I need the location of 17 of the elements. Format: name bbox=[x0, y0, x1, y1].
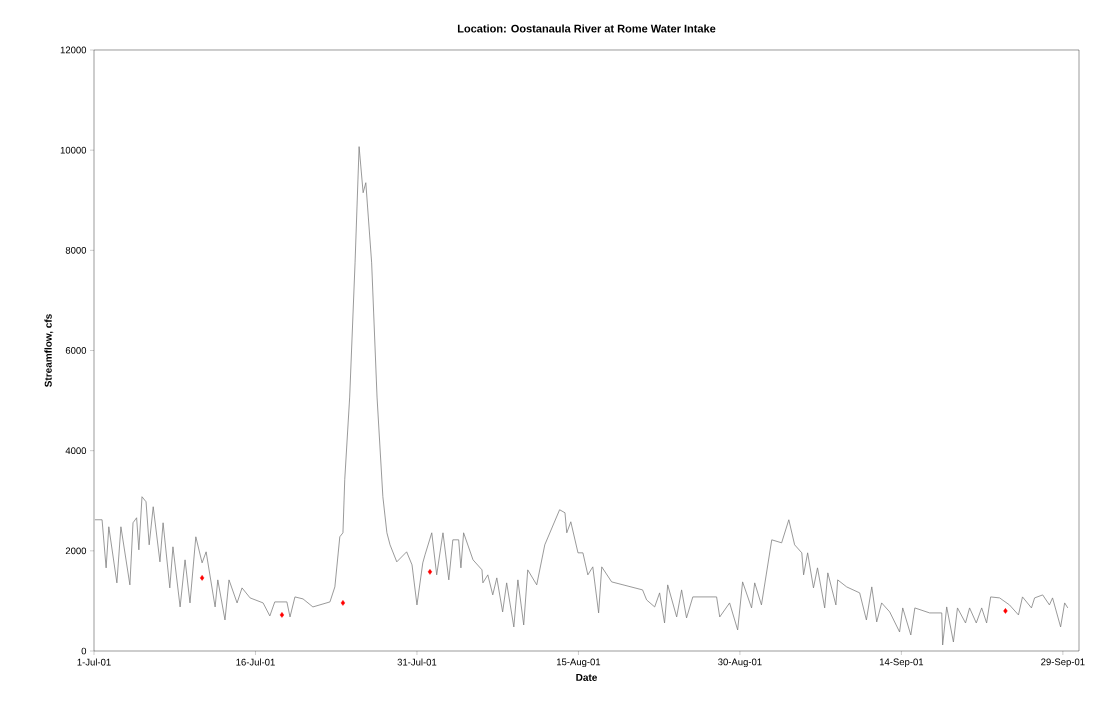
y-tick-label: 4000 bbox=[65, 447, 87, 455]
x-tick-label: 16-Jul-01 bbox=[236, 658, 275, 666]
x-tick-label: 15-Aug-01 bbox=[556, 658, 601, 668]
x-tick-label: 1-Jul-01 bbox=[77, 658, 111, 666]
x-tick-label: 31-Jul-01 bbox=[397, 658, 437, 666]
x-tick-label: 30-Aug-01 bbox=[718, 658, 762, 668]
y-tick-label: 0 bbox=[81, 647, 87, 655]
x-tick-label: 14-Sep-01 bbox=[879, 658, 924, 668]
y-tick-label: 2000 bbox=[65, 547, 87, 555]
chart-title: Location: Oostanaula River at Rome Water Intake bbox=[457, 24, 716, 33]
y-axis-title: Streamflow, cfs bbox=[44, 314, 54, 387]
y-tick-label: 12000 bbox=[60, 46, 87, 54]
x-tick-label: 29-Sep-01 bbox=[1041, 658, 1085, 668]
y-tick-label: 6000 bbox=[65, 347, 87, 354]
y-tick-label: 8000 bbox=[65, 246, 87, 254]
y-tick-label: 10000 bbox=[60, 146, 87, 154]
x-axis-title: Date bbox=[576, 673, 597, 681]
